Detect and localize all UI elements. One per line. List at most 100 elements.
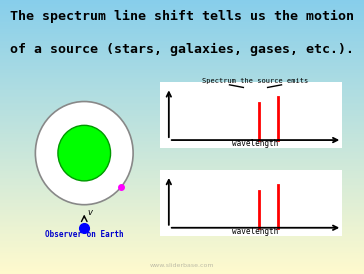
Bar [0, 238, 364, 240]
Bar [0, 218, 364, 219]
Bar [0, 100, 364, 101]
Bar [0, 4, 364, 5]
Bar [0, 132, 364, 133]
Bar [0, 222, 364, 223]
Bar [0, 101, 364, 103]
Bar [0, 95, 364, 96]
Bar [0, 240, 364, 241]
Bar [0, 58, 364, 59]
Bar [0, 190, 364, 192]
Bar [0, 34, 364, 36]
Bar [0, 260, 364, 262]
Bar [0, 173, 364, 174]
Bar [0, 188, 364, 189]
Bar [0, 21, 364, 22]
Bar [0, 184, 364, 185]
Bar [0, 41, 364, 42]
Bar [0, 67, 364, 68]
Bar [0, 86, 364, 88]
Bar [0, 48, 364, 49]
Bar [0, 199, 364, 200]
Bar [0, 110, 364, 111]
Bar [0, 182, 364, 184]
Bar [0, 3, 364, 4]
Circle shape [58, 125, 111, 181]
Bar [0, 244, 364, 245]
Bar [0, 258, 364, 259]
Bar [0, 227, 364, 229]
Bar [0, 159, 364, 160]
Bar [0, 56, 364, 58]
Bar [0, 53, 364, 55]
Bar [0, 78, 364, 79]
Bar [0, 153, 364, 155]
Bar [0, 175, 364, 177]
Bar [0, 211, 364, 212]
Bar [0, 147, 364, 148]
Bar [0, 75, 364, 77]
Bar [0, 38, 364, 40]
Bar [0, 251, 364, 252]
Bar [0, 259, 364, 260]
Bar [0, 103, 364, 104]
Bar [0, 105, 364, 107]
Bar [0, 234, 364, 236]
Bar [0, 225, 364, 226]
Bar [0, 99, 364, 100]
Bar [0, 73, 364, 74]
Bar [0, 26, 364, 27]
Bar [0, 104, 364, 105]
Bar [0, 141, 364, 142]
Bar [0, 195, 364, 196]
Bar [0, 273, 364, 274]
Bar [0, 0, 364, 1]
Bar [0, 92, 364, 93]
Bar [0, 16, 364, 18]
Bar [0, 145, 364, 147]
Bar [0, 82, 364, 84]
Bar [0, 193, 364, 195]
Bar [0, 155, 364, 156]
Bar [0, 127, 364, 129]
Bar [0, 248, 364, 249]
Bar [0, 236, 364, 237]
Bar [0, 262, 364, 263]
Bar [0, 122, 364, 123]
Bar [0, 162, 364, 163]
Bar [0, 160, 364, 162]
Bar [0, 115, 364, 116]
Bar [0, 79, 364, 81]
Bar [0, 215, 364, 216]
Bar [0, 45, 364, 47]
Bar [0, 60, 364, 62]
Bar [0, 27, 364, 29]
Bar [0, 252, 364, 253]
Bar [0, 40, 364, 41]
Bar [0, 138, 364, 140]
Bar [0, 15, 364, 16]
Bar [0, 11, 364, 12]
Bar [0, 37, 364, 38]
Bar [0, 163, 364, 164]
Bar [0, 22, 364, 23]
Text: of a source (stars, galaxies, gases, etc.).: of a source (stars, galaxies, gases, etc… [10, 42, 354, 56]
Bar [0, 207, 364, 208]
Bar [0, 111, 364, 112]
Bar [0, 90, 364, 92]
Bar [0, 125, 364, 126]
Bar [0, 70, 364, 71]
Bar [0, 232, 364, 233]
Bar [0, 267, 364, 269]
Bar [0, 1, 364, 3]
Bar [0, 107, 364, 108]
Bar [0, 200, 364, 201]
Bar [0, 174, 364, 175]
Bar [0, 253, 364, 255]
Bar [0, 36, 364, 37]
Bar [0, 134, 364, 136]
Bar [0, 88, 364, 89]
Bar [0, 25, 364, 26]
Bar [0, 121, 364, 122]
Bar [0, 51, 364, 52]
Text: Spectrum the source emits: Spectrum the source emits [202, 78, 309, 84]
